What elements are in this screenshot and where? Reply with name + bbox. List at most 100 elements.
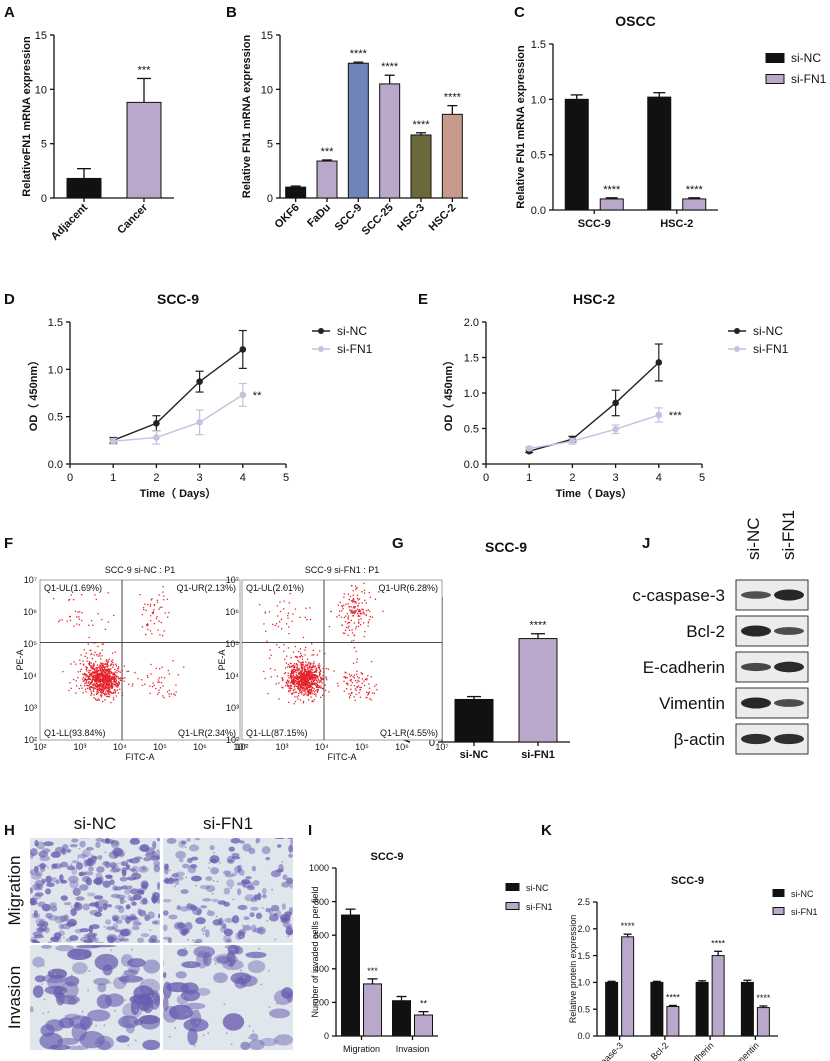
panel-h-cell	[158, 913, 161, 919]
panel-f-plot-2-dot-ll	[299, 656, 301, 658]
panel-d-legend-swatch-marker	[318, 328, 324, 334]
panel-f-plot-1-dot-lr	[153, 684, 155, 686]
panel-f-plot-2-dot-ll	[303, 680, 305, 683]
panel-f-plot-1-dot-ll	[89, 683, 91, 685]
panel-h-cell	[149, 855, 160, 861]
panel-e-title: HSC-2	[573, 291, 615, 307]
panel-f-plot-1-dot-ll	[100, 673, 102, 675]
panel-f-plot-1-dot-ll	[99, 694, 102, 696]
panel-f-plot-1-dot-ll	[97, 670, 99, 672]
panel-f-plot-1-dot-ll	[113, 681, 115, 683]
panel-f-plot-1-dot-ll	[99, 684, 101, 686]
panel-f-plot-1-dot-ur	[147, 628, 149, 631]
panel-e-legend-swatch-marker	[734, 328, 740, 334]
panel-h-cell	[209, 858, 217, 863]
panel-k-category-label: E-cadherin	[678, 1040, 716, 1061]
panel-f-plot-1-dot-ll	[113, 689, 115, 691]
panel-f-plot-1-dot-ll	[80, 668, 82, 671]
panel-h-cell	[120, 928, 130, 937]
panel-f-plot-2-dot-lr	[359, 688, 361, 691]
panel-h-cell	[32, 931, 43, 937]
panel-i-legend-label: si-FN1	[526, 902, 553, 912]
panel-f-plot-2-dot-ur	[343, 632, 346, 634]
panel-f-plot-2-dot-ll	[317, 678, 319, 680]
panel-f-plot-1-dot-ll	[95, 678, 98, 680]
panel-f-plot-1-dot-ur	[149, 603, 152, 606]
panel-f-plot-1-dot-ll	[108, 681, 110, 683]
panel-f-plot-2-dot-ll	[316, 681, 319, 683]
panel-h-pore	[117, 862, 120, 865]
panel-h-cell	[118, 1015, 140, 1029]
panel-h-pore	[63, 1047, 65, 1049]
panel-f-plot-2-dot-ll	[289, 675, 292, 677]
panel-h-cell	[211, 898, 219, 902]
panel-f-plot-2-dot-ll	[293, 677, 295, 679]
panel-f-plot-2-dot-ul	[276, 605, 279, 607]
panel-h-cell	[89, 909, 100, 916]
panel-d-point-si-fn1	[196, 419, 203, 426]
panel-h-cell	[156, 881, 161, 890]
panel-h-cell	[231, 915, 240, 924]
panel-f-plot-2-dot-ll	[295, 671, 297, 674]
panel-f-plot-2-dot-lr	[333, 670, 335, 672]
panel-f-plot-2-dot-ll	[274, 669, 276, 671]
panel-f-plot-1-dot-ll	[82, 664, 85, 666]
panel-f-plot-1-dot-ll	[97, 684, 99, 686]
panel-f-plot-1-dot-ll	[96, 668, 98, 670]
panel-f-plot-1-dot-ll	[102, 669, 104, 671]
panel-f-plot-2-dot-lr	[357, 679, 359, 682]
panel-f-plot-2-dot-ll	[315, 671, 317, 673]
panel-f-plot-1-dot-ur	[147, 624, 149, 626]
panel-f-plot-1-dot-ll	[79, 659, 81, 661]
panel-f-plot-1-dot-ll	[100, 662, 102, 664]
panel-h-pore	[117, 935, 120, 938]
panel-f-plot-2-dot-lr	[351, 682, 354, 684]
panel-f-plot-2-dot-ll	[300, 671, 302, 674]
panel-b-y-tick-label: 0	[267, 193, 273, 205]
panel-f-plot-1-dot-ll	[83, 649, 85, 651]
panel-f-plot-1-dot-ll	[78, 687, 80, 690]
panel-f-plot-2-dot-ll	[302, 672, 305, 674]
panel-f-plot-2-dot-ll	[307, 662, 310, 664]
panel-f-plot-1-dot-ll	[110, 679, 112, 682]
panel-f-plot-1-dot-ll	[93, 669, 96, 671]
panel-f-plot-2-x-tick-label: 10⁴	[315, 742, 329, 752]
panel-k-bar-si-fn1	[621, 936, 635, 1037]
panel-f-plot-1-dot-ll	[92, 677, 95, 679]
panel-f-plot-2-dot-ll	[304, 646, 307, 649]
panel-h-pore	[47, 866, 50, 869]
panel-f-plot-2-dot-ur	[350, 619, 352, 622]
panel-f-plot-2-dot-ll	[328, 691, 330, 693]
panel-f-plot-2-dot-ur	[347, 627, 349, 629]
panel-f-plot-1-dot-ll	[91, 693, 93, 695]
panel-f-plot-2-dot-ll	[283, 650, 285, 652]
panel-i-category-label: Migration	[343, 1044, 380, 1054]
panel-f-plot-1-dot-ll	[97, 679, 100, 682]
panel-f-plot-1-dot-ll	[91, 680, 93, 682]
panel-f-plot-2-dot-ur	[367, 622, 370, 624]
panel-f-plot-2-dot-ll	[308, 691, 310, 693]
panel-f-plot-2-dot-ll	[314, 682, 317, 684]
panel-h-pore	[232, 898, 235, 901]
panel-f-plot-1-dot-ll	[110, 663, 113, 665]
panel-f-plot-1-dot-ll	[107, 677, 109, 680]
panel-f-plot-2-dot-ur	[358, 622, 360, 624]
panel-f-plot-2-dot-ul	[309, 607, 311, 609]
panel-f-plot-2-dot-ll	[306, 675, 308, 678]
panel-f-plot-2-dot-ll	[298, 686, 300, 688]
panel-f-plot-2-dot-ll	[288, 701, 290, 704]
panel-f-plot-2-dot-ur	[355, 602, 357, 604]
panel-h-cell	[47, 968, 67, 979]
panel-f-plot-2-dot-ll	[310, 688, 312, 690]
panel-f-plot-2-dot-ll	[303, 674, 305, 676]
panel-f-plot-2-dot-ur	[358, 598, 361, 600]
panel-f-plot-1-dot-ur	[145, 609, 147, 611]
panel-h-cell	[129, 888, 140, 895]
panel-f-plot-2-dot-ur	[346, 612, 348, 615]
panel-f-plot-1-dot-ll	[83, 674, 86, 676]
panel-h-cell	[206, 910, 215, 917]
panel-f-plot-2-dot-ll	[322, 667, 324, 670]
panel-h-cell	[116, 894, 126, 900]
panel-h-pore	[215, 915, 218, 918]
panel-f-plot-2-dot-lr	[325, 678, 328, 681]
